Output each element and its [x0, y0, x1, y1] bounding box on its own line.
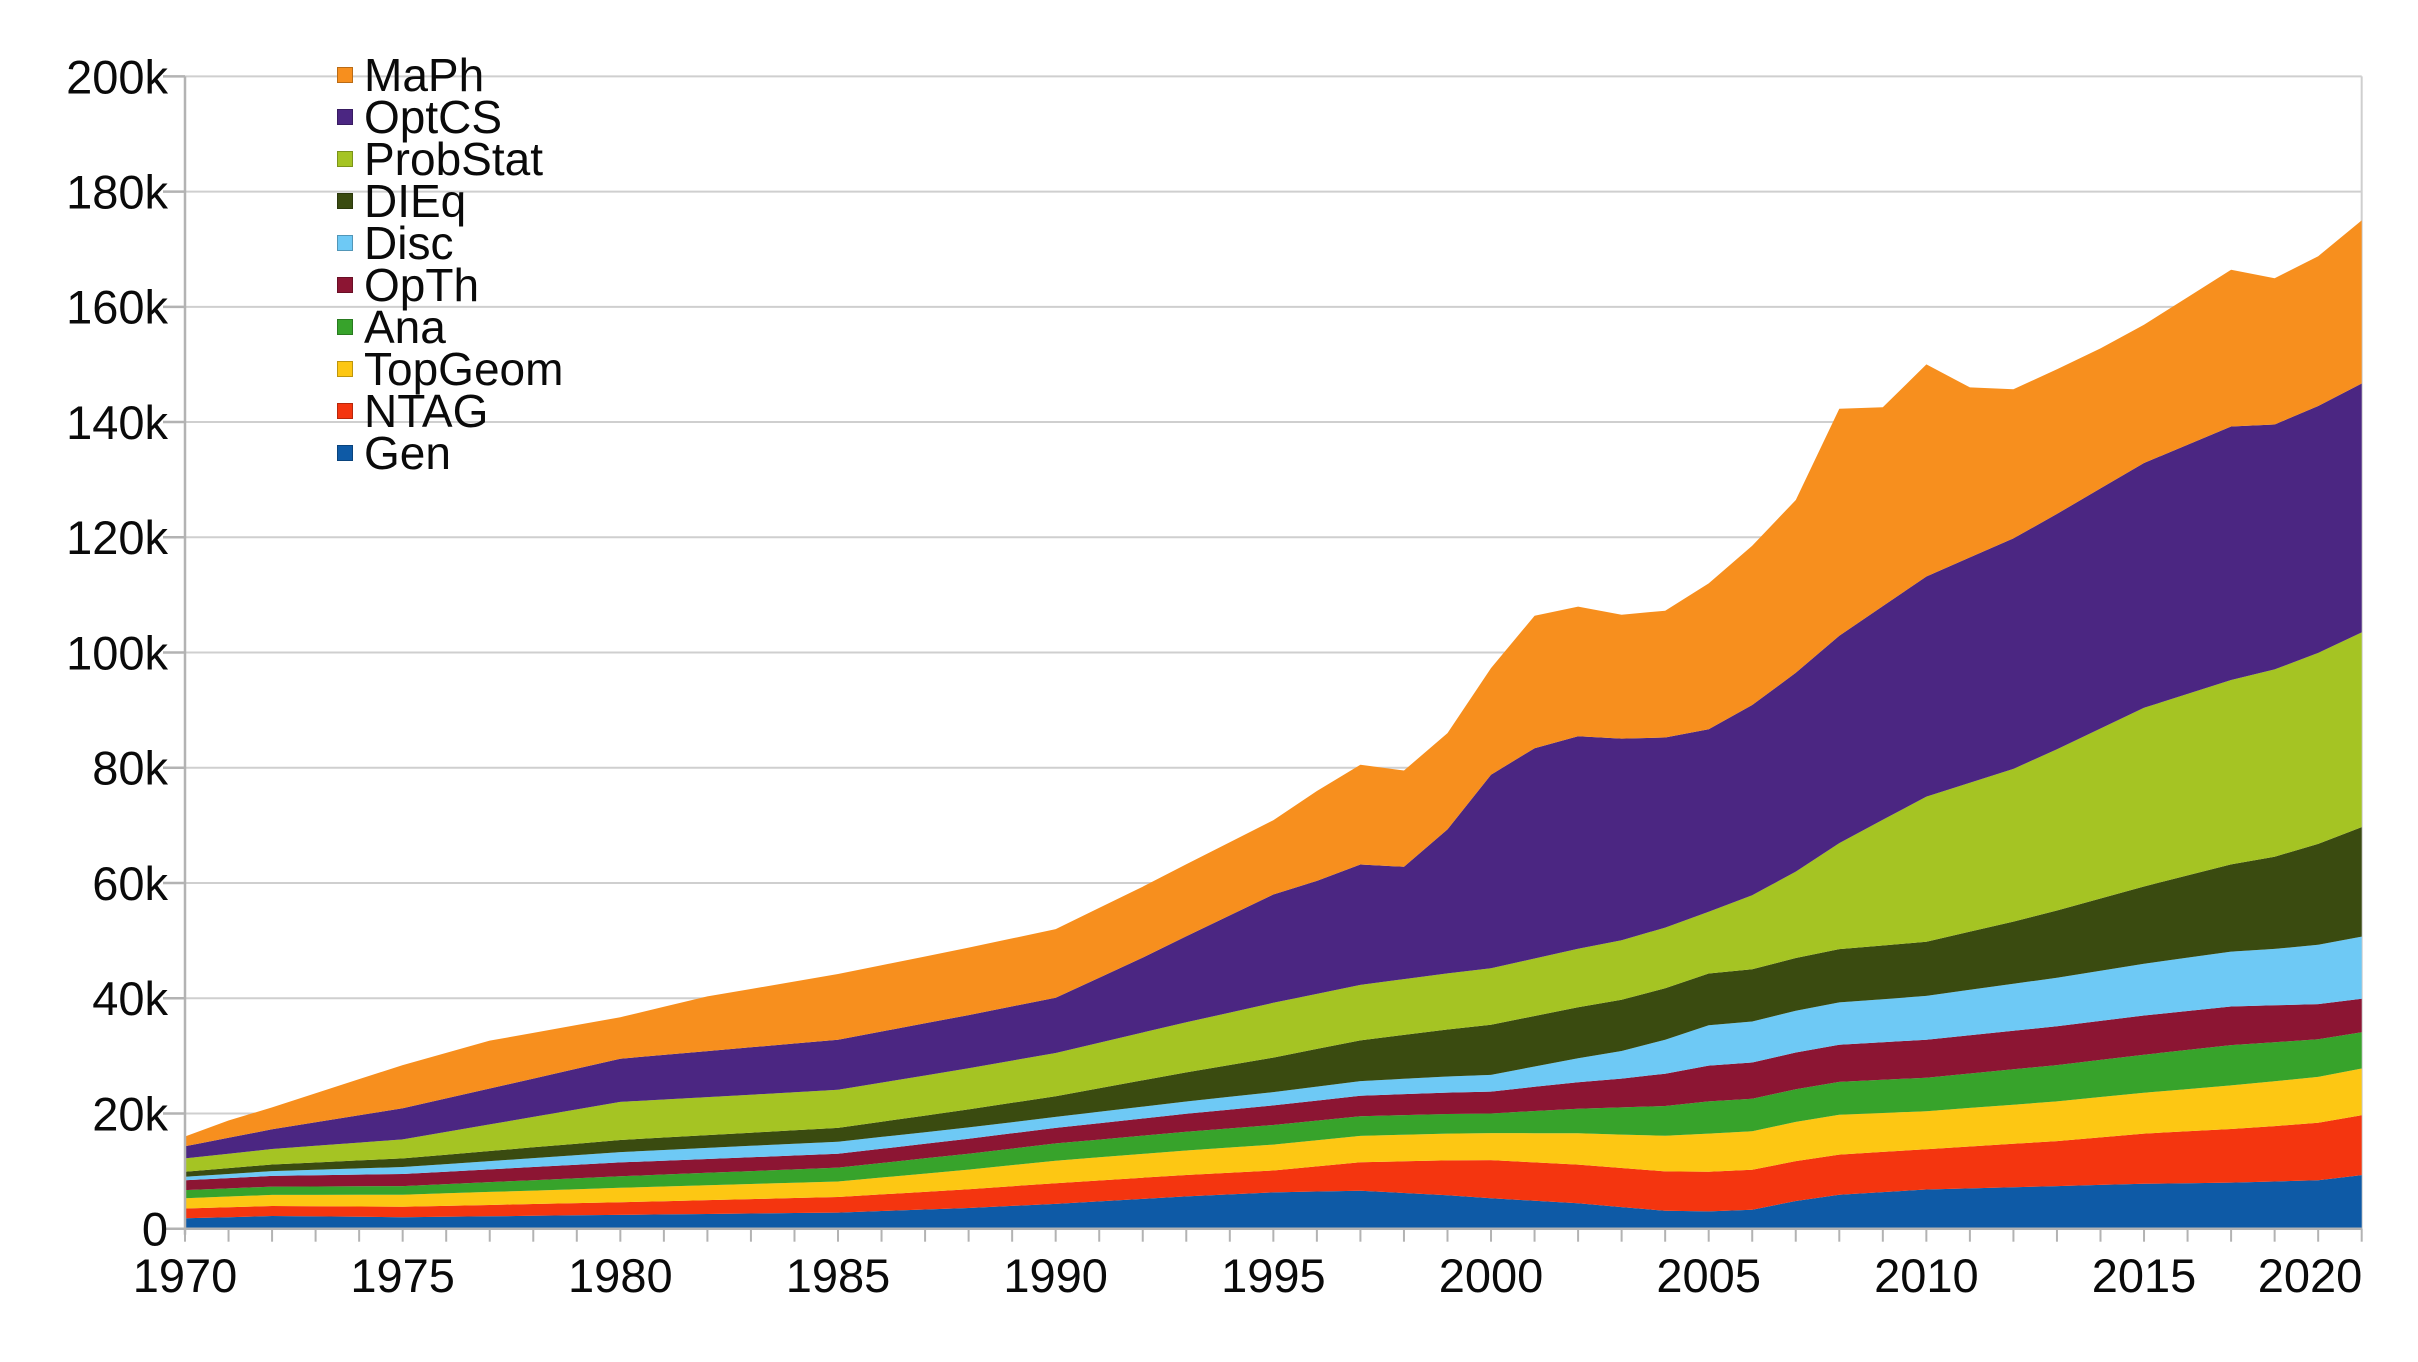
x-axis-label: 1995	[1221, 1249, 1326, 1302]
legend-label: ProbStat	[364, 133, 543, 185]
legend-item-ntag: NTAG	[337, 385, 563, 437]
y-axis-label: 200k	[66, 50, 168, 103]
area-ntag	[185, 1115, 2362, 1219]
legend-label: Ana	[364, 301, 446, 353]
y-axis-label: 180k	[66, 166, 168, 219]
legend-swatch-icon	[337, 361, 353, 377]
legend-item-topgeom: TopGeom	[337, 343, 564, 395]
legend-item-probstat: ProbStat	[337, 133, 563, 185]
legend-item-ana: Ana	[337, 301, 563, 353]
x-axis-label: 2020	[2258, 1249, 2363, 1302]
legend-item-gen: Gen	[337, 427, 563, 479]
legend-swatch-icon	[337, 109, 353, 125]
legend-item-optcs: OptCS	[337, 91, 563, 143]
x-axis-label: 1985	[786, 1249, 891, 1302]
legend-label: Disc	[364, 217, 454, 269]
y-axis-label: 40k	[92, 972, 168, 1025]
legend-item-disc: Disc	[337, 217, 563, 269]
x-axis-label: 1975	[350, 1249, 455, 1302]
legend-item-opth: OpTh	[337, 259, 563, 311]
legend-item-dieq: DIEq	[337, 175, 563, 227]
x-axis-label: 2000	[1439, 1249, 1544, 1302]
legend-label: MaPh	[364, 49, 485, 101]
legend-swatch-icon	[337, 193, 353, 209]
legend: MaPh OptCS ProbStat DIEq Disc OpTh Ana TopGeom N…	[337, 49, 564, 479]
legend-swatch-icon	[337, 277, 353, 293]
x-axis-label: 2005	[1656, 1249, 1761, 1302]
x-axis-label: 1980	[568, 1249, 673, 1302]
legend-swatch-icon	[337, 403, 353, 419]
y-axis-label: 100k	[66, 626, 168, 679]
area-gen	[185, 1175, 2362, 1229]
legend-swatch-icon	[337, 235, 353, 251]
area-optcs	[185, 383, 2362, 1159]
y-axis-label: 80k	[92, 742, 168, 795]
legend-swatch-icon	[337, 151, 353, 167]
x-axis-label: 1970	[133, 1249, 238, 1302]
legend-label: OpTh	[364, 259, 480, 311]
legend-label: TopGeom	[364, 343, 564, 395]
legend-swatch-icon	[337, 319, 353, 335]
legend-label: NTAG	[364, 385, 489, 437]
legend-label: OptCS	[364, 91, 503, 143]
y-axis-label: 140k	[66, 396, 168, 449]
x-axis-label: 1990	[1003, 1249, 1108, 1302]
y-axis-label: 160k	[66, 281, 168, 334]
legend-label: DIEq	[364, 175, 467, 227]
area-probstat	[185, 632, 2362, 1172]
area-topgeom	[185, 1068, 2362, 1209]
y-axis-label: 20k	[92, 1087, 168, 1140]
y-axis-label: 60k	[92, 857, 168, 910]
legend-item-maph: MaPh	[337, 49, 563, 101]
legend-label: Gen	[364, 427, 451, 479]
y-axis-label: 120k	[66, 511, 168, 564]
legend-swatch-icon	[337, 445, 353, 461]
x-axis-label: 2015	[2092, 1249, 2197, 1302]
y-axis-label: 0	[142, 1203, 168, 1256]
x-axis-label: 2010	[1874, 1249, 1979, 1302]
area-opth	[185, 998, 2362, 1191]
legend-swatch-icon	[337, 67, 353, 83]
